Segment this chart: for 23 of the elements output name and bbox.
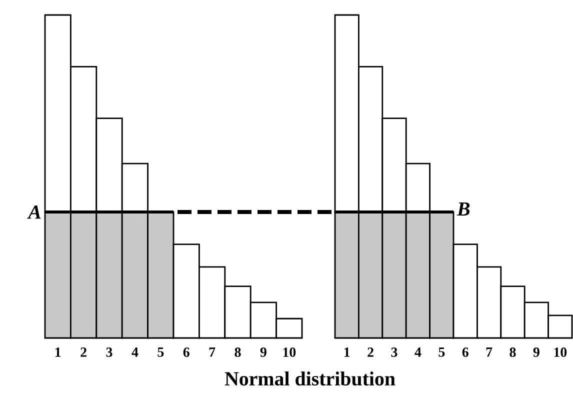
x-tick-label: 5 [158,348,164,357]
x-tick-label: 10 [283,348,296,357]
x-tick-label: 7 [486,348,492,357]
x-tick-label: 10 [554,348,567,357]
x-tick-label: 4 [132,348,138,357]
x-tick-label: 5 [438,348,445,357]
x-tick-label: 4 [414,348,422,357]
x-tick-label: 1 [344,348,350,357]
x-tick-label: 9 [533,348,540,357]
ref-line-label: A [27,205,41,219]
x-tick-label: 9 [260,348,266,357]
x-tick-label: 2 [80,348,86,357]
x-tick-label: 6 [183,348,190,357]
x-tick-label: 3 [106,348,112,357]
x-tick-label: 3 [391,348,398,357]
ref-line-label: B [456,202,470,216]
x-axis-title: Normal distribution [224,372,396,386]
x-tick-label: 8 [510,348,516,357]
x-tick-label: 2 [368,348,374,357]
x-tick-label: 1 [55,348,61,357]
x-tick-label: 7 [209,348,216,357]
x-tick-label: 8 [234,348,241,357]
x-tick-label: 6 [462,348,468,357]
